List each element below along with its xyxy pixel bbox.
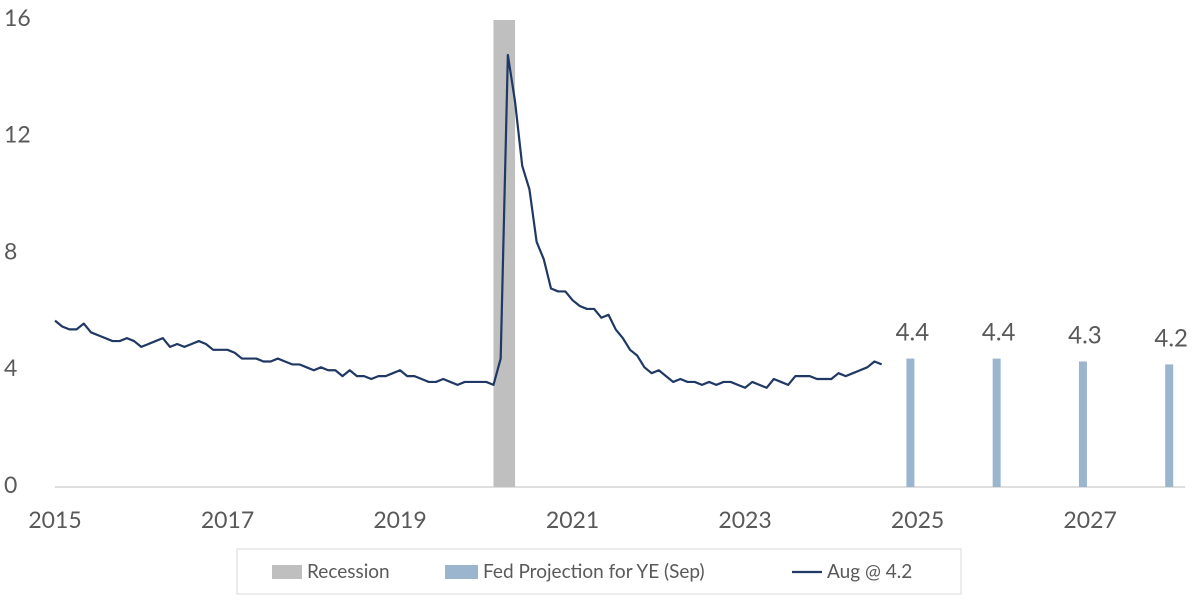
legend-label: Aug @ 4.2 [827, 560, 912, 583]
value-label: 4.4 [896, 318, 930, 347]
projection-bar [1165, 364, 1174, 487]
projection-bar [1078, 361, 1087, 487]
legend-swatch [445, 565, 478, 579]
legend-box [236, 548, 962, 595]
projection-bar [906, 358, 915, 487]
y-tick-label: 12 [4, 120, 31, 148]
x-tick-label: 2017 [201, 505, 254, 533]
recession-band [493, 20, 516, 487]
y-tick-label: 8 [4, 236, 17, 264]
x-tick-label: 2015 [28, 505, 81, 533]
legend-label: Fed Projection for YE (Sep) [483, 560, 705, 583]
value-label: 4.4 [982, 318, 1016, 347]
projection-bar [992, 358, 1001, 487]
legend-swatch [272, 565, 302, 579]
x-tick-label: 2023 [718, 505, 771, 533]
y-tick-label: 0 [4, 470, 17, 498]
x-tick-label: 2021 [546, 505, 599, 533]
x-tick-label: 2027 [1063, 505, 1116, 533]
x-tick-label: 2025 [891, 505, 944, 533]
x-tick-label: 2019 [373, 505, 426, 533]
unemployment-line [54, 53, 883, 389]
value-label: 4.2 [1154, 323, 1188, 352]
value-label: 4.3 [1068, 321, 1102, 350]
y-tick-label: 16 [4, 3, 31, 31]
y-tick-label: 4 [4, 353, 17, 381]
legend-label: Recession [307, 560, 390, 583]
